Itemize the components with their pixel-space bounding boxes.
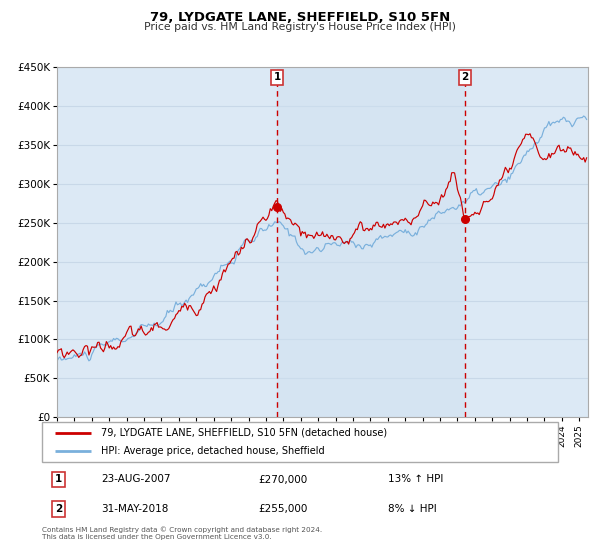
Text: 79, LYDGATE LANE, SHEFFIELD, S10 5FN: 79, LYDGATE LANE, SHEFFIELD, S10 5FN	[150, 11, 450, 24]
Text: 8% ↓ HPI: 8% ↓ HPI	[388, 504, 436, 514]
Text: 2: 2	[461, 72, 469, 82]
Text: 1: 1	[55, 474, 62, 484]
Text: 31-MAY-2018: 31-MAY-2018	[101, 504, 169, 514]
Text: 79, LYDGATE LANE, SHEFFIELD, S10 5FN (detached house): 79, LYDGATE LANE, SHEFFIELD, S10 5FN (de…	[101, 428, 388, 438]
Text: HPI: Average price, detached house, Sheffield: HPI: Average price, detached house, Shef…	[101, 446, 325, 456]
Text: Price paid vs. HM Land Registry's House Price Index (HPI): Price paid vs. HM Land Registry's House …	[144, 22, 456, 32]
Text: £270,000: £270,000	[259, 474, 308, 484]
Text: £255,000: £255,000	[259, 504, 308, 514]
Text: 1: 1	[274, 72, 281, 82]
Bar	[277, 67, 465, 417]
FancyBboxPatch shape	[42, 422, 558, 462]
Text: 2: 2	[55, 504, 62, 514]
Text: Contains HM Land Registry data © Crown copyright and database right 2024.
This d: Contains HM Land Registry data © Crown c…	[42, 526, 322, 540]
Text: 23-AUG-2007: 23-AUG-2007	[101, 474, 171, 484]
Text: 13% ↑ HPI: 13% ↑ HPI	[388, 474, 443, 484]
